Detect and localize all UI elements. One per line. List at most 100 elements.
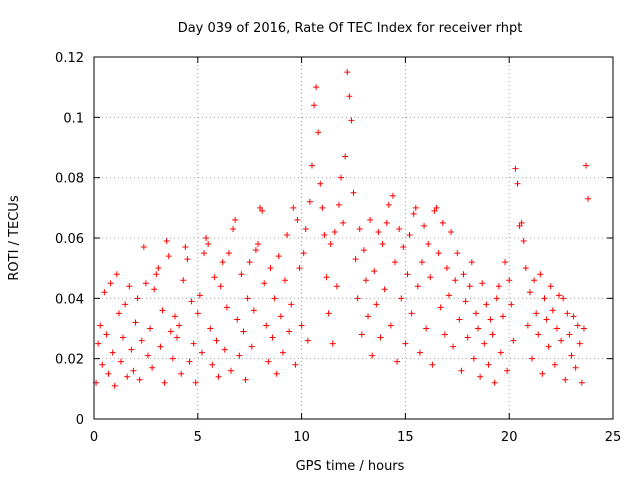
data-point <box>373 301 380 308</box>
data-point <box>578 379 585 386</box>
data-point <box>402 340 409 347</box>
data-point <box>524 322 531 329</box>
data-point <box>499 313 506 320</box>
data-point <box>489 331 496 338</box>
data-point <box>541 295 548 302</box>
data-point <box>452 277 459 284</box>
data-point <box>506 277 513 284</box>
chart-title: Day 039 of 2016, Rate Of TEC Index for r… <box>178 21 523 36</box>
data-point <box>234 316 241 323</box>
data-point <box>516 222 523 229</box>
data-point <box>321 231 328 238</box>
data-point <box>232 216 239 223</box>
data-point <box>194 310 201 317</box>
data-point <box>348 117 355 124</box>
data-point <box>142 280 149 287</box>
data-point <box>568 352 575 359</box>
data-point <box>225 250 232 257</box>
data-point <box>396 225 403 232</box>
data-point <box>315 129 322 136</box>
data-point <box>504 367 511 374</box>
data-point <box>421 222 428 229</box>
data-point <box>192 379 199 386</box>
data-point <box>228 367 235 374</box>
data-point <box>342 153 349 160</box>
data-point <box>404 271 411 278</box>
data-point <box>458 367 465 374</box>
data-point <box>153 271 160 278</box>
data-point <box>493 295 500 302</box>
data-point <box>174 334 181 341</box>
data-point <box>570 313 577 320</box>
data-point <box>375 228 382 235</box>
data-point <box>261 280 268 287</box>
data-point <box>95 340 102 347</box>
data-point <box>198 349 205 356</box>
y-tick-labels: 0 0.02 0.04 0.06 0.08 0.1 0.12 <box>55 51 84 428</box>
data-point <box>427 274 434 281</box>
data-point <box>547 283 554 290</box>
x-tick-label: 10 <box>293 430 310 445</box>
data-point <box>383 219 390 226</box>
data-point <box>223 304 230 311</box>
grid-lines <box>94 57 613 419</box>
data-point <box>134 295 141 302</box>
data-point <box>238 271 245 278</box>
data-point <box>456 316 463 323</box>
data-point <box>531 277 538 284</box>
data-point <box>564 310 571 317</box>
data-point <box>178 370 185 377</box>
data-point <box>526 289 533 296</box>
data-point <box>431 207 438 214</box>
data-point <box>196 292 203 299</box>
data-point <box>333 283 340 290</box>
data-point <box>545 343 552 350</box>
data-point <box>138 337 145 344</box>
data-point <box>159 307 166 314</box>
x-axis-label: GPS time / hours <box>296 459 405 474</box>
data-point <box>144 352 151 359</box>
data-point <box>163 238 170 245</box>
data-point <box>217 283 224 290</box>
x-tick-label: 5 <box>194 430 202 445</box>
data-point <box>132 319 139 326</box>
data-point <box>553 325 560 332</box>
data-point <box>317 180 324 187</box>
data-point <box>387 322 394 329</box>
data-point <box>350 189 357 196</box>
data-point <box>255 241 262 248</box>
data-point <box>292 361 299 368</box>
data-point <box>558 337 565 344</box>
data-point <box>111 382 118 389</box>
data-point <box>308 162 315 169</box>
data-point <box>190 340 197 347</box>
data-point <box>560 295 567 302</box>
data-point <box>288 301 295 308</box>
data-point <box>304 337 311 344</box>
data-point <box>242 376 249 383</box>
data-point <box>273 370 280 377</box>
data-point <box>497 349 504 356</box>
data-point <box>221 346 228 353</box>
data-point <box>551 361 558 368</box>
data-point <box>485 361 492 368</box>
data-point <box>533 310 540 317</box>
data-point <box>300 250 307 257</box>
data-point <box>124 373 131 380</box>
data-point <box>263 322 270 329</box>
data-point <box>450 343 457 350</box>
data-point <box>508 301 515 308</box>
data-point <box>522 265 529 272</box>
data-point <box>122 301 129 308</box>
data-point <box>136 376 143 383</box>
x-tick-labels: 0 5 10 15 20 25 <box>90 430 621 445</box>
data-point <box>562 376 569 383</box>
data-point <box>435 250 442 257</box>
data-point <box>477 373 484 380</box>
data-point <box>472 310 479 317</box>
data-point <box>184 256 191 263</box>
data-point <box>356 225 363 232</box>
data-point <box>151 286 158 293</box>
data-point <box>381 286 388 293</box>
data-point <box>556 292 563 299</box>
